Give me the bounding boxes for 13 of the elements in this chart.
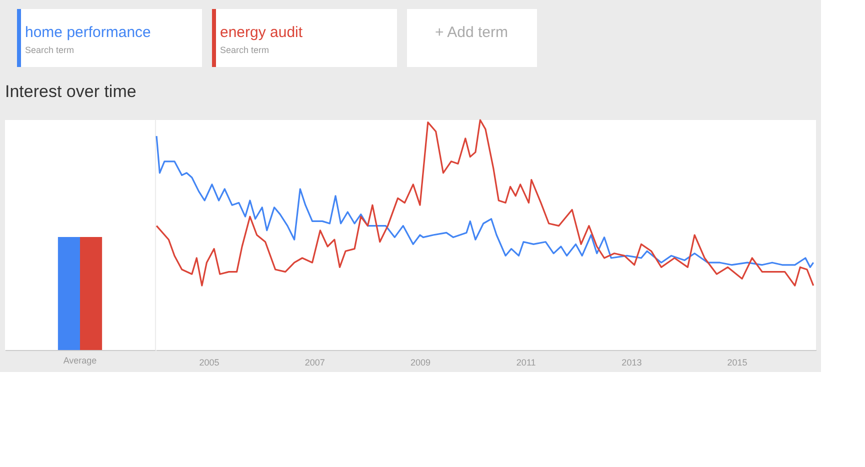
text: Search term: [220, 45, 270, 55]
x-tick-label: 2015: [727, 358, 748, 368]
chart-title: Interest over time: [5, 82, 136, 102]
x-tick-label: 2007: [304, 358, 325, 368]
text: Search term: [25, 45, 74, 55]
text: energy audit: [220, 24, 304, 41]
x-tick-label: 2011: [516, 358, 536, 368]
x-tick-label: Average: [63, 356, 97, 366]
x-tick-label: 2013: [622, 358, 642, 368]
x-tick-label: 2005: [199, 358, 220, 368]
x-tick-label: 2009: [410, 358, 431, 368]
text: + Add term: [435, 24, 508, 41]
text: home performance: [25, 24, 151, 41]
